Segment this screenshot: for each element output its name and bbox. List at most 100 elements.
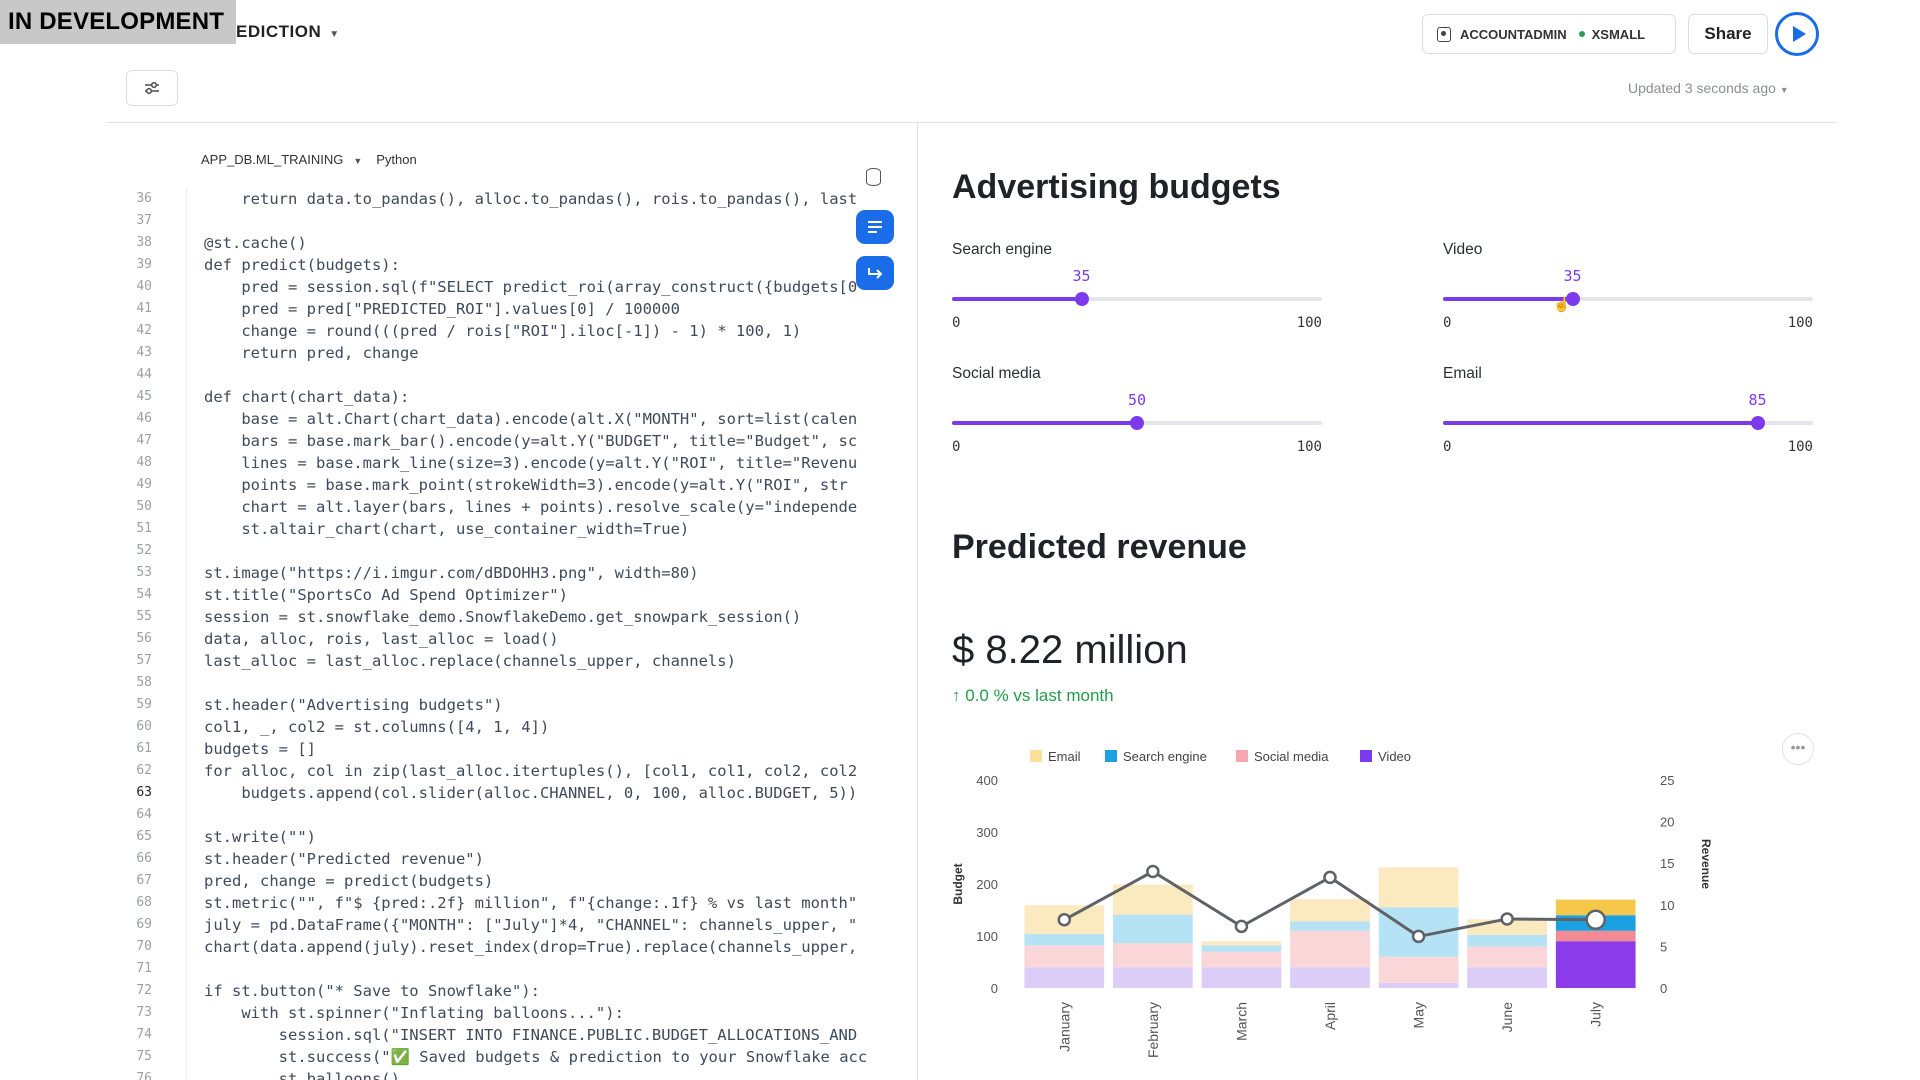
code-line[interactable]: 66 st.header("Predicted revenue") <box>118 848 917 870</box>
code-line[interactable]: 38 @st.cache() <box>118 232 917 254</box>
code-line[interactable]: 63 budgets.append(col.slider(alloc.CHANN… <box>118 782 917 804</box>
code-text: change = round(((pred / rois["ROI"].iloc… <box>204 322 802 340</box>
legend-label: Search engine <box>1123 749 1207 764</box>
code-line[interactable]: 59 st.header("Advertising budgets") <box>118 694 917 716</box>
line-number: 47 <box>136 433 152 448</box>
arrow-up-icon: ↑ <box>952 686 961 705</box>
slider-track[interactable] <box>1443 297 1813 301</box>
code-line[interactable]: 70 chart(data.append(july).reset_index(dr… <box>118 936 917 958</box>
code-line[interactable]: 56 data, alloc, rois, last_alloc = load() <box>118 628 917 650</box>
line-number: 68 <box>136 895 152 910</box>
account-icon <box>1437 26 1451 42</box>
code-line[interactable]: 41 pred = pred["PREDICTED_ROI"].values[0… <box>118 298 917 320</box>
format-code-button[interactable] <box>856 210 894 244</box>
code-line[interactable]: 65 st.write("") <box>118 826 917 848</box>
code-line[interactable]: 54 st.title("SportsCo Ad Spend Optimizer"… <box>118 584 917 606</box>
role-warehouse-selector[interactable]: ACCOUNTADMIN XSMALL <box>1422 14 1676 54</box>
code-line[interactable]: 55 session = st.snowflake_demo.SnowflakeD… <box>118 606 917 628</box>
code-text: st.altair_chart(chart, use_container_wid… <box>204 520 690 538</box>
code-line[interactable]: 36 return data.to_pandas(), alloc.to_pan… <box>118 188 917 210</box>
code-text: lines = base.mark_line(size=3).encode(y=… <box>204 454 858 472</box>
code-text: st.write("") <box>204 828 316 846</box>
code-line[interactable]: 57 last_alloc = last_alloc.replace(channe… <box>118 650 917 672</box>
slider-social-media[interactable]: 50 0 100 <box>952 391 1322 459</box>
updated-status[interactable]: Updated 3 seconds ago ▼ <box>1628 80 1789 96</box>
slider-track[interactable] <box>952 297 1322 301</box>
editor-breadcrumb: APP_DB.ML_TRAINING ▼ Python <box>201 152 417 167</box>
line-number: 44 <box>136 367 152 382</box>
code-line[interactable]: 47 bars = base.mark_bar().encode(y=alt.Y… <box>118 430 917 452</box>
code-line[interactable]: 71 <box>118 958 917 980</box>
line-number: 61 <box>136 741 152 756</box>
x-tick-label: February <box>1145 1002 1161 1058</box>
code-line[interactable]: 42 change = round(((pred / rois["ROI"].i… <box>118 320 917 342</box>
app-title-dropdown[interactable]: EDICTION ▼ <box>236 22 340 42</box>
code-line[interactable]: 45 def chart(chart_data): <box>118 386 917 408</box>
code-line[interactable]: 72 if st.button("* Save to Snowflake"): <box>118 980 917 1002</box>
code-line[interactable]: 64 <box>118 804 917 826</box>
code-line[interactable]: 43 return pred, change <box>118 342 917 364</box>
code-line[interactable]: 50 chart = alt.layer(bars, lines + point… <box>118 496 917 518</box>
code-line[interactable]: 53 st.image("https://i.imgur.com/dBDOHH3.… <box>118 562 917 584</box>
y-tick-label: 300 <box>976 825 998 840</box>
line-number: 63 <box>136 785 152 800</box>
slider-video[interactable]: 35 0 100 <box>1443 267 1813 335</box>
code-line[interactable]: 75 st.success("✅ Saved budgets & predict… <box>118 1046 917 1068</box>
code-line[interactable]: 44 <box>118 364 917 386</box>
code-text: st.success("✅ Saved budgets & prediction… <box>204 1048 868 1066</box>
code-line[interactable]: 73 with st.spinner("Inflating balloons..… <box>118 1002 917 1024</box>
chart-menu-button[interactable]: ••• <box>1782 733 1814 765</box>
slider-min: 0 <box>952 439 961 455</box>
code-text: budgets = [] <box>204 740 316 758</box>
line-number: 58 <box>136 675 152 690</box>
slider-thumb[interactable] <box>1074 292 1089 306</box>
code-line[interactable]: 40 pred = session.sql(f"SELECT predict_r… <box>118 276 917 298</box>
settings-toggle-button[interactable] <box>126 70 178 106</box>
panel-splitter[interactable] <box>917 122 918 1080</box>
revenue-point <box>1411 929 1426 944</box>
code-text: def predict(budgets): <box>204 256 400 274</box>
x-tick-label: January <box>1056 1002 1072 1052</box>
code-line[interactable]: 60 col1, _, col2 = st.columns([4, 1, 4]) <box>118 716 917 738</box>
code-line[interactable]: 62 for alloc, col in zip(last_alloc.itert… <box>118 760 917 782</box>
code-line[interactable]: 52 <box>118 540 917 562</box>
line-number: 67 <box>136 873 152 888</box>
code-line[interactable]: 39 def predict(budgets): <box>118 254 917 276</box>
slider-email[interactable]: 85 0 100 <box>1443 391 1813 459</box>
code-editor[interactable]: 36 return data.to_pandas(), alloc.to_pan… <box>118 188 917 1080</box>
line-number: 66 <box>136 851 152 866</box>
slider-thumb[interactable] <box>1130 416 1144 430</box>
code-line[interactable]: 37 <box>118 210 917 232</box>
database-schema-selector[interactable]: APP_DB.ML_TRAINING <box>201 152 344 167</box>
database-icon[interactable] <box>866 168 881 186</box>
code-line[interactable]: 68 st.metric("", f"$ {pred:.2f} million",… <box>118 892 917 914</box>
code-line[interactable]: 74 session.sql("INSERT INTO FINANCE.PUBL… <box>118 1024 917 1046</box>
legend-swatch <box>1030 750 1042 762</box>
revenue-point <box>1585 909 1606 931</box>
code-text: july = pd.DataFrame({"MONTH": ["July"]*4… <box>204 916 858 934</box>
code-line[interactable]: 51 st.altair_chart(chart, use_container_… <box>118 518 917 540</box>
slider-thumb[interactable] <box>1565 292 1580 306</box>
slider-max: 100 <box>1787 439 1813 455</box>
code-line[interactable]: 46 base = alt.Chart(chart_data).encode(a… <box>118 408 917 430</box>
code-line[interactable]: 67 pred, change = predict(budgets) <box>118 870 917 892</box>
y-tick-label: 400 <box>976 773 998 788</box>
slider-search-engine[interactable]: 35 0 100 <box>952 267 1322 335</box>
code-line[interactable]: 58 <box>118 672 917 694</box>
code-text: return pred, change <box>204 344 419 362</box>
code-line[interactable]: 49 points = base.mark_point(strokeWidth=… <box>118 474 917 496</box>
slider-thumb[interactable] <box>1750 416 1765 430</box>
code-line[interactable]: 76 st.balloons() <box>118 1068 917 1080</box>
code-line[interactable]: 61 budgets = [] <box>118 738 917 760</box>
metric-delta: ↑ 0.0 % vs last month <box>952 686 1114 706</box>
y-right-tick-label: 20 <box>1660 815 1674 830</box>
run-button[interactable] <box>1775 12 1819 56</box>
go-to-button[interactable] <box>856 256 894 290</box>
code-line[interactable]: 69 july = pd.DataFrame({"MONTH": ["July"]… <box>118 914 917 936</box>
code-line[interactable]: 48 lines = base.mark_line(size=3).encode… <box>118 452 917 474</box>
line-number: 57 <box>136 653 152 668</box>
chevron-down-icon[interactable]: ▼ <box>353 156 363 166</box>
legend-label: Video <box>1378 749 1411 764</box>
line-number: 40 <box>136 279 152 294</box>
share-button[interactable]: Share <box>1688 14 1768 54</box>
